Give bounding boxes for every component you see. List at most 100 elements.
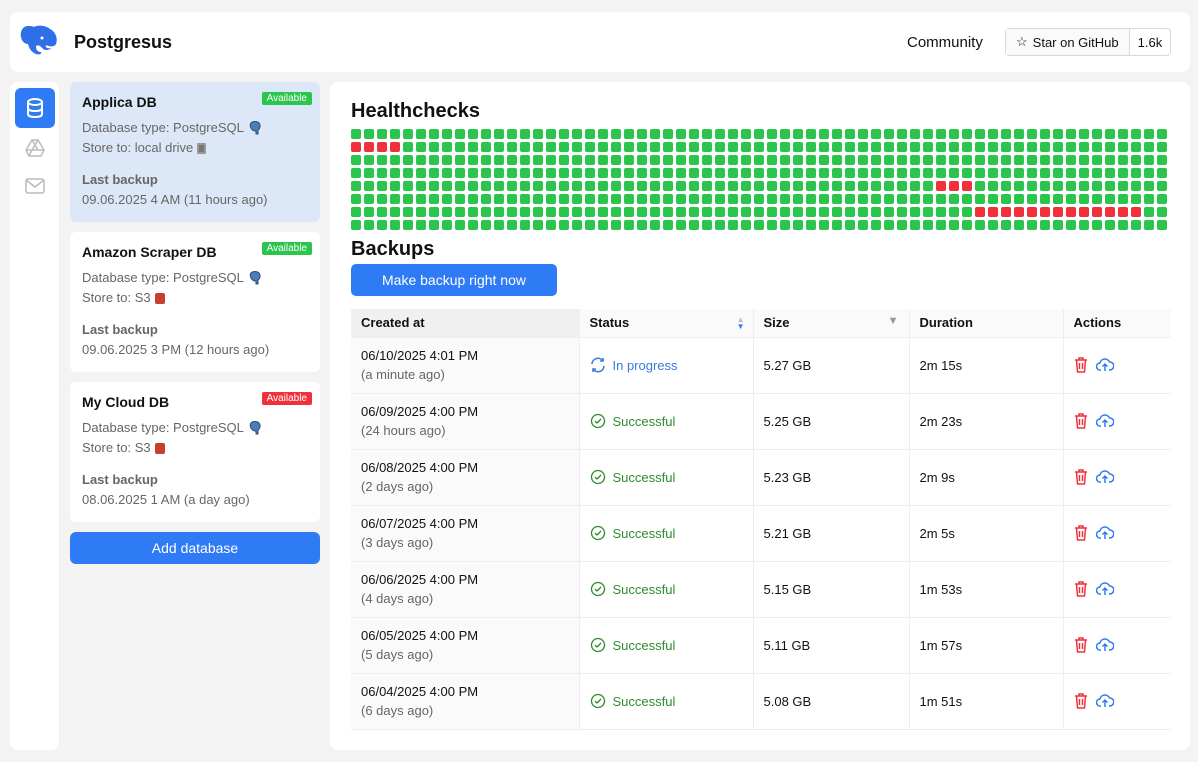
healthcheck-ok[interactable] — [858, 129, 868, 139]
healthcheck-ok[interactable] — [1105, 220, 1115, 230]
healthcheck-ok[interactable] — [1040, 129, 1050, 139]
healthcheck-failed[interactable] — [1105, 207, 1115, 217]
healthcheck-ok[interactable] — [1131, 142, 1141, 152]
healthcheck-ok[interactable] — [780, 168, 790, 178]
healthcheck-ok[interactable] — [1144, 129, 1154, 139]
healthcheck-ok[interactable] — [715, 194, 725, 204]
healthcheck-ok[interactable] — [923, 207, 933, 217]
healthcheck-ok[interactable] — [507, 129, 517, 139]
healthcheck-ok[interactable] — [780, 142, 790, 152]
healthcheck-ok[interactable] — [481, 207, 491, 217]
healthcheck-ok[interactable] — [936, 168, 946, 178]
healthcheck-ok[interactable] — [1014, 194, 1024, 204]
healthcheck-ok[interactable] — [728, 168, 738, 178]
healthcheck-ok[interactable] — [377, 168, 387, 178]
healthcheck-ok[interactable] — [1001, 129, 1011, 139]
healthcheck-ok[interactable] — [637, 207, 647, 217]
healthcheck-ok[interactable] — [897, 168, 907, 178]
healthcheck-ok[interactable] — [351, 168, 361, 178]
healthcheck-ok[interactable] — [715, 155, 725, 165]
healthcheck-ok[interactable] — [1066, 155, 1076, 165]
healthcheck-ok[interactable] — [377, 181, 387, 191]
healthcheck-ok[interactable] — [1053, 155, 1063, 165]
healthcheck-ok[interactable] — [806, 207, 816, 217]
healthcheck-ok[interactable] — [1118, 181, 1128, 191]
make-backup-button[interactable]: Make backup right now — [351, 264, 557, 296]
healthcheck-ok[interactable] — [663, 142, 673, 152]
healthcheck-ok[interactable] — [650, 168, 660, 178]
healthcheck-ok[interactable] — [1014, 155, 1024, 165]
healthcheck-ok[interactable] — [832, 155, 842, 165]
healthcheck-ok[interactable] — [611, 168, 621, 178]
healthcheck-ok[interactable] — [624, 155, 634, 165]
healthcheck-ok[interactable] — [676, 181, 686, 191]
delete-icon[interactable] — [1074, 469, 1088, 485]
healthcheck-ok[interactable] — [871, 142, 881, 152]
healthcheck-ok[interactable] — [1131, 181, 1141, 191]
healthcheck-ok[interactable] — [936, 155, 946, 165]
healthcheck-ok[interactable] — [780, 207, 790, 217]
healthcheck-ok[interactable] — [468, 168, 478, 178]
healthcheck-ok[interactable] — [455, 194, 465, 204]
healthcheck-ok[interactable] — [455, 155, 465, 165]
healthcheck-ok[interactable] — [845, 142, 855, 152]
healthcheck-ok[interactable] — [689, 181, 699, 191]
healthcheck-ok[interactable] — [897, 129, 907, 139]
healthcheck-ok[interactable] — [975, 168, 985, 178]
healthcheck-ok[interactable] — [611, 194, 621, 204]
healthcheck-ok[interactable] — [793, 220, 803, 230]
healthcheck-ok[interactable] — [455, 142, 465, 152]
healthcheck-ok[interactable] — [351, 220, 361, 230]
delete-icon[interactable] — [1074, 357, 1088, 373]
healthcheck-ok[interactable] — [494, 142, 504, 152]
healthcheck-ok[interactable] — [390, 194, 400, 204]
healthcheck-ok[interactable] — [910, 129, 920, 139]
healthcheck-ok[interactable] — [871, 129, 881, 139]
healthcheck-ok[interactable] — [416, 155, 426, 165]
healthcheck-ok[interactable] — [832, 207, 842, 217]
healthcheck-ok[interactable] — [1014, 168, 1024, 178]
healthcheck-ok[interactable] — [767, 142, 777, 152]
healthcheck-ok[interactable] — [1040, 194, 1050, 204]
healthcheck-ok[interactable] — [1027, 181, 1037, 191]
healthcheck-ok[interactable] — [1144, 181, 1154, 191]
healthcheck-ok[interactable] — [767, 220, 777, 230]
healthcheck-ok[interactable] — [1079, 129, 1089, 139]
healthcheck-ok[interactable] — [767, 129, 777, 139]
healthcheck-ok[interactable] — [676, 129, 686, 139]
healthcheck-ok[interactable] — [832, 220, 842, 230]
healthcheck-ok[interactable] — [754, 194, 764, 204]
healthcheck-ok[interactable] — [416, 142, 426, 152]
healthcheck-ok[interactable] — [910, 181, 920, 191]
healthcheck-ok[interactable] — [494, 155, 504, 165]
healthcheck-ok[interactable] — [689, 155, 699, 165]
healthcheck-ok[interactable] — [507, 220, 517, 230]
healthcheck-ok[interactable] — [858, 207, 868, 217]
healthcheck-ok[interactable] — [793, 194, 803, 204]
healthcheck-ok[interactable] — [845, 129, 855, 139]
column-created-at[interactable]: Created at — [351, 309, 579, 338]
healthcheck-ok[interactable] — [416, 194, 426, 204]
healthcheck-ok[interactable] — [936, 194, 946, 204]
healthcheck-ok[interactable] — [962, 194, 972, 204]
healthcheck-failed[interactable] — [1027, 207, 1037, 217]
healthcheck-ok[interactable] — [455, 207, 465, 217]
healthcheck-ok[interactable] — [754, 207, 764, 217]
healthcheck-ok[interactable] — [546, 207, 556, 217]
healthcheck-ok[interactable] — [533, 129, 543, 139]
healthcheck-ok[interactable] — [650, 207, 660, 217]
healthcheck-ok[interactable] — [572, 207, 582, 217]
healthcheck-ok[interactable] — [728, 142, 738, 152]
healthcheck-ok[interactable] — [546, 194, 556, 204]
healthcheck-ok[interactable] — [650, 129, 660, 139]
healthcheck-ok[interactable] — [754, 155, 764, 165]
healthcheck-ok[interactable] — [715, 220, 725, 230]
healthcheck-ok[interactable] — [936, 142, 946, 152]
healthcheck-ok[interactable] — [429, 142, 439, 152]
healthcheck-ok[interactable] — [754, 181, 764, 191]
healthcheck-ok[interactable] — [377, 129, 387, 139]
healthcheck-ok[interactable] — [676, 194, 686, 204]
healthcheck-ok[interactable] — [650, 194, 660, 204]
healthcheck-ok[interactable] — [598, 168, 608, 178]
healthcheck-ok[interactable] — [637, 168, 647, 178]
